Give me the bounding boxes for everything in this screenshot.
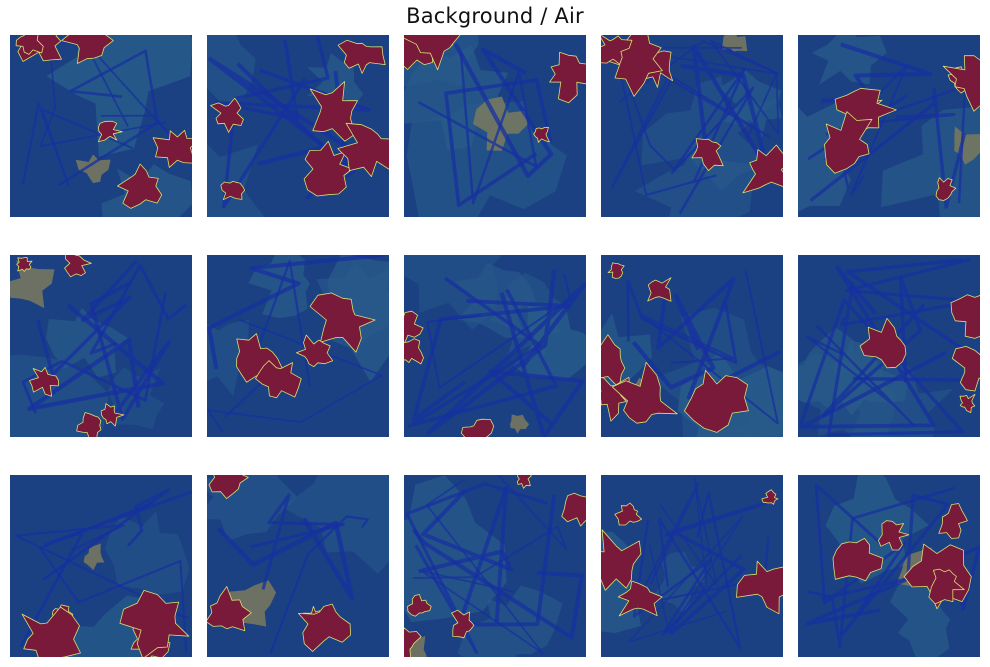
tile-image (10, 255, 192, 437)
tile-image (798, 35, 980, 217)
tile-image (207, 475, 389, 657)
segmentation-tile (10, 475, 192, 657)
segmentation-tile (207, 255, 389, 437)
segmentation-tile (207, 35, 389, 217)
tile-image (798, 475, 980, 657)
segmentation-tile (207, 475, 389, 657)
figure-title: Background / Air (406, 4, 584, 28)
tile-image (207, 35, 389, 217)
segmentation-tile (10, 255, 192, 437)
tile-image (601, 475, 783, 657)
segmentation-tile (404, 255, 586, 437)
tile-image (10, 35, 192, 217)
tile-image (404, 255, 586, 437)
segmentation-tile (601, 255, 783, 437)
tile-image (207, 255, 389, 437)
segmentation-tile (798, 475, 980, 657)
segmentation-tile (404, 475, 586, 657)
tile-image (404, 475, 586, 657)
segmentation-tile (601, 475, 783, 657)
segmentation-tile (601, 35, 783, 217)
tile-image (404, 35, 586, 217)
tile-image (798, 255, 980, 437)
tile-image (601, 255, 783, 437)
segmentation-tile (798, 255, 980, 437)
segmentation-tile (404, 35, 586, 217)
segmentation-tile (798, 35, 980, 217)
tile-image (601, 35, 783, 217)
segmentation-tile (10, 35, 192, 217)
tile-image (10, 475, 192, 657)
